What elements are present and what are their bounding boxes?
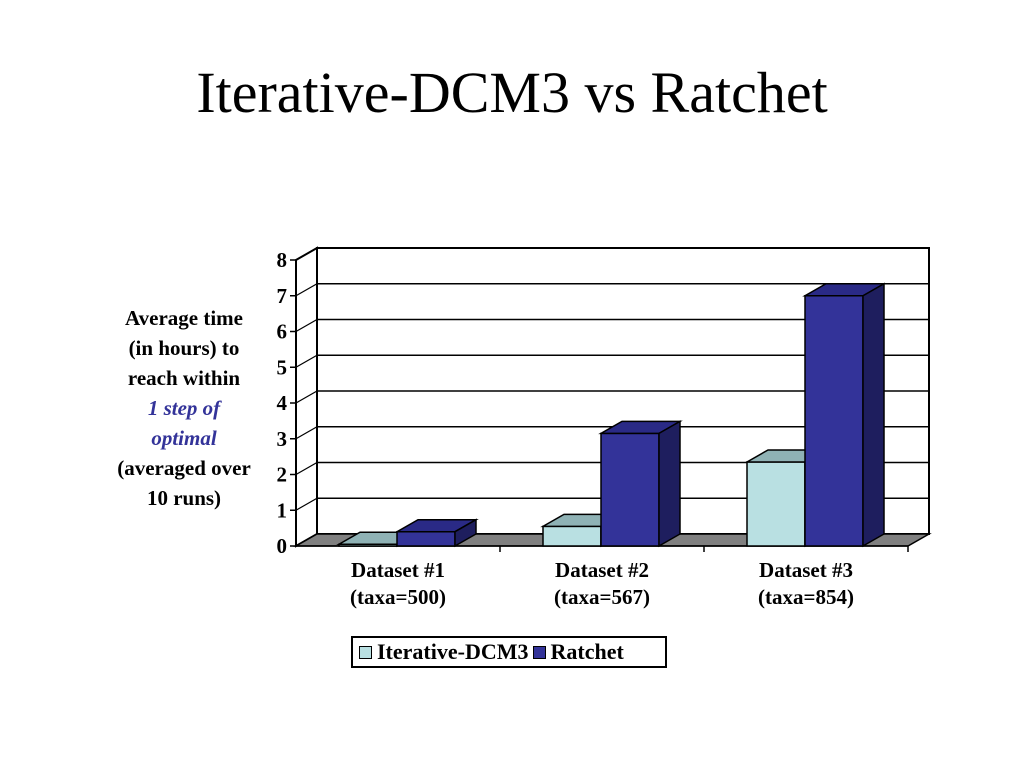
bar-side [454,518,477,548]
side-gridline [295,497,318,511]
y-tick-label: 7 [277,284,288,308]
y-tick-label: 0 [277,534,288,558]
chart-legend: Iterative-DCM3 Ratchet [351,636,667,668]
legend-label: Iterative-DCM3 [377,639,529,664]
side-gridline [295,461,318,476]
x-tick-label: (taxa=567) [554,585,650,609]
ylabel-line: reach within [127,366,241,390]
legend-label: Ratchet [550,639,624,664]
side-gridline [295,354,318,368]
ylabel-highlight: 1 step of [147,396,221,420]
y-tick-label: 4 [277,391,288,415]
side-gridline [295,247,318,261]
ylabel-highlight: optimal [151,426,217,450]
bar [746,461,806,547]
y-axis-label: Average time (in hours) to reach within … [96,303,272,513]
ylabel-line: (in hours) to [128,336,240,360]
bar [804,295,864,547]
y-tick-label: 8 [277,248,288,272]
x-tick-label: (taxa=854) [758,585,854,609]
x-tick-label: Dataset #3 [759,558,853,582]
x-tick-label: Dataset #1 [351,558,445,582]
y-tick-label: 1 [277,498,288,522]
y-tick-label: 5 [277,355,288,379]
bar-side [658,420,681,548]
bar [396,530,456,547]
side-gridline [295,283,318,297]
bar-side [862,282,885,548]
x-tick-label: (taxa=500) [350,585,446,609]
legend-item-iterative-dcm3: Iterative-DCM3 [359,639,529,665]
slide-title: Iterative-DCM3 vs Ratchet [196,60,828,125]
legend-swatch [532,645,546,659]
ylabel-line: Average time [125,306,243,330]
y-tick-label: 2 [277,463,288,487]
legend-swatch [359,645,372,659]
side-gridline [295,390,318,404]
ylabel-line: 10 runs) [146,486,222,510]
ylabel-line: (averaged over [117,456,251,480]
legend-item-ratchet: Ratchet [532,639,624,665]
side-gridline [295,318,318,333]
x-tick-label: Dataset #2 [555,558,649,582]
y-tick-label: 3 [277,427,288,451]
bar [542,525,602,547]
y-tick-label: 6 [277,320,288,344]
side-gridline [295,426,318,440]
bar [600,432,660,547]
